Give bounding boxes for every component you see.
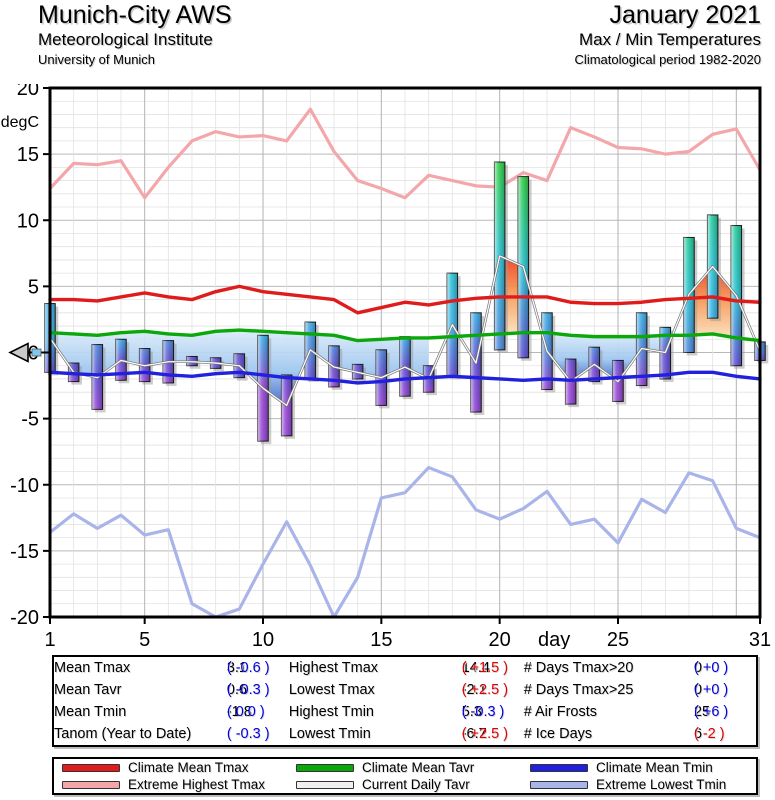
university-name: University of Munich <box>38 52 156 67</box>
stat-label: Highest Tmax <box>288 660 379 676</box>
stat-anomaly: ( +0 ) <box>694 660 729 676</box>
legend-swatch <box>54 776 128 793</box>
x-axis-tick-label: 10 <box>252 629 274 649</box>
x-axis-tick-label: 25 <box>607 629 629 649</box>
y-axis-tick-label: 10 <box>17 210 39 232</box>
zero-marker-arrow <box>8 342 50 363</box>
climatological-period: Climatological period 1982-2020 <box>574 52 761 67</box>
page-header: Munich-City AWS Meteorological Institute… <box>0 0 775 84</box>
y-axis-tick-label: -15 <box>10 541 39 563</box>
legend-swatch <box>54 759 128 776</box>
chart-legend: Climate Mean Tmax Climate Mean Tavr Climat… <box>52 757 758 795</box>
legend-swatch <box>288 776 362 793</box>
stat-label: Mean Tavr <box>54 682 122 698</box>
x-axis-tick-label: 31 <box>749 629 771 649</box>
institute-name: Meteorological Institute <box>38 30 213 49</box>
stats-row: Mean Tavr 0.6( -0.3 ) Lowest Tmax -2.1( +2.… <box>54 679 756 701</box>
x-axis-tick-label: 15 <box>370 629 392 649</box>
stats-row: Mean Tmax 3.1( -0.6 ) Highest Tmax 14.4( +1… <box>54 657 756 679</box>
series-extreme-highest-tmax <box>48 107 762 200</box>
period-title: January 2021 <box>609 1 761 29</box>
stats-row: Mean Tmin -1.8( 0.0 ) Highest Tmin 5.3( -0.… <box>54 701 756 723</box>
station-name: Munich-City AWS <box>38 1 232 29</box>
legend-swatch <box>288 759 362 776</box>
legend-row: Extreme Highest Tmax Current Daily Tavr Ex… <box>54 776 756 793</box>
y-axis-tick-label: -10 <box>10 475 39 497</box>
x-axis-tick-label: 1 <box>44 629 55 649</box>
stat-label: Mean Tmax <box>54 660 131 676</box>
stat-label: Highest Tmin <box>288 704 374 720</box>
series-climate-mean-tmin <box>48 370 762 385</box>
stat-anomaly: ( -0.3 ) <box>226 682 270 698</box>
x-axis-label: day <box>538 629 570 649</box>
chart-subtitle: Max / Min Temperatures <box>578 30 761 49</box>
header-right-block: January 2021 Max / Min Temperatures Clim… <box>575 2 761 69</box>
y-axis-tick-label: -5 <box>21 409 39 431</box>
stat-anomaly: ( -0.6 ) <box>226 660 270 676</box>
series-current-daily-tavr <box>49 255 761 407</box>
stat-anomaly: ( 0.0 ) <box>226 704 265 720</box>
legend-label: Climate Mean Tmax <box>128 760 249 775</box>
legend-swatch <box>522 776 596 793</box>
legend-grid: Climate Mean Tmax Climate Mean Tavr Climat… <box>54 759 756 793</box>
legend-row: Climate Mean Tmax Climate Mean Tavr Climat… <box>54 759 756 776</box>
series-climate-mean-tmax <box>48 284 762 315</box>
legend-label: Climate Mean Tmin <box>596 760 713 775</box>
stat-label: Mean Tmin <box>54 704 127 720</box>
stat-label: # Air Frosts <box>523 704 598 720</box>
y-axis-tick-label: 20 <box>17 84 39 100</box>
y-axis-tick-label: 15 <box>17 144 39 166</box>
stat-anomaly: ( -0.3 ) <box>461 704 505 720</box>
statistics-grid: Mean Tmax 3.1( -0.6 ) Highest Tmax 14.4( +1… <box>54 657 756 745</box>
y-axis-tick-label: -20 <box>10 607 39 629</box>
legend-label: Climate Mean Tavr <box>362 760 475 775</box>
stat-label: # Ice Days <box>523 726 593 742</box>
stat-anomaly: ( -0.3 ) <box>226 726 270 742</box>
stat-label: Lowest Tmin <box>288 726 371 742</box>
y-axis-tick-label: 5 <box>28 276 39 298</box>
header-left-block: Munich-City AWS Meteorological Institute… <box>38 2 232 69</box>
legend-label: Extreme Lowest Tmin <box>596 777 727 792</box>
stat-label: Lowest Tmax <box>288 682 375 698</box>
y-axis-unit-label: degC <box>1 114 39 131</box>
legend-label: Extreme Highest Tmax <box>128 777 266 792</box>
series-extreme-lowest-tmin <box>49 465 761 619</box>
x-axis-tick-label: 5 <box>139 629 150 649</box>
series-climate-mean-tavr <box>48 328 762 343</box>
stats-row: Tanom (Year to Date)( -0.3 ) Lowest Tmin -… <box>54 723 756 745</box>
stat-anomaly: ( +1.5 ) <box>461 660 509 676</box>
stat-anomaly: ( +2.5 ) <box>461 682 509 698</box>
legend-label: Current Daily Tavr <box>362 777 470 792</box>
stat-anomaly: ( +0 ) <box>694 682 729 698</box>
stat-anomaly: ( +2.5 ) <box>461 726 509 742</box>
stat-label: Tanom (Year to Date) <box>54 726 192 742</box>
stat-label: # Days Tmax>20 <box>523 660 634 676</box>
statistics-table: Mean Tmax 3.1( -0.6 ) Highest Tmax 14.4( +1… <box>52 655 758 747</box>
x-axis-tick-label: 20 <box>489 629 511 649</box>
stat-anomaly: ( +6 ) <box>694 704 729 720</box>
stat-label: # Days Tmax>25 <box>523 682 634 698</box>
legend-swatch <box>522 759 596 776</box>
stat-anomaly: ( -2 ) <box>694 726 725 742</box>
